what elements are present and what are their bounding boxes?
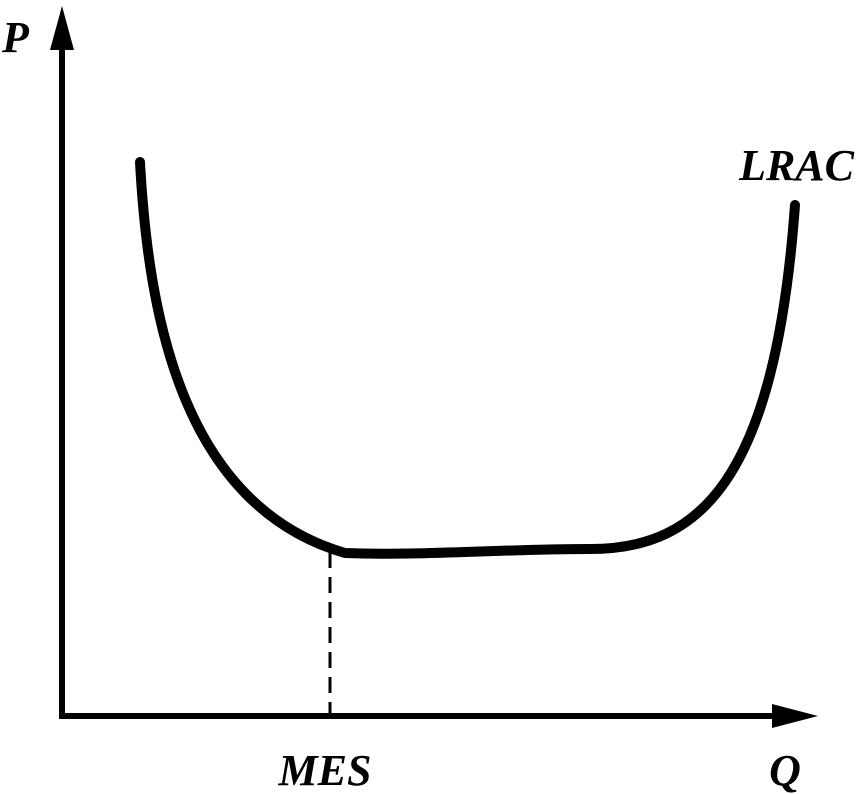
curve-label: LRAC	[738, 141, 855, 190]
y-axis-arrow	[50, 6, 74, 50]
x-axis-arrow	[772, 704, 818, 728]
y-axis-label: P	[1, 13, 30, 62]
lrac-curve	[135, 157, 800, 559]
mes-label: MES	[278, 746, 372, 794]
x-axis-label: Q	[769, 746, 801, 794]
